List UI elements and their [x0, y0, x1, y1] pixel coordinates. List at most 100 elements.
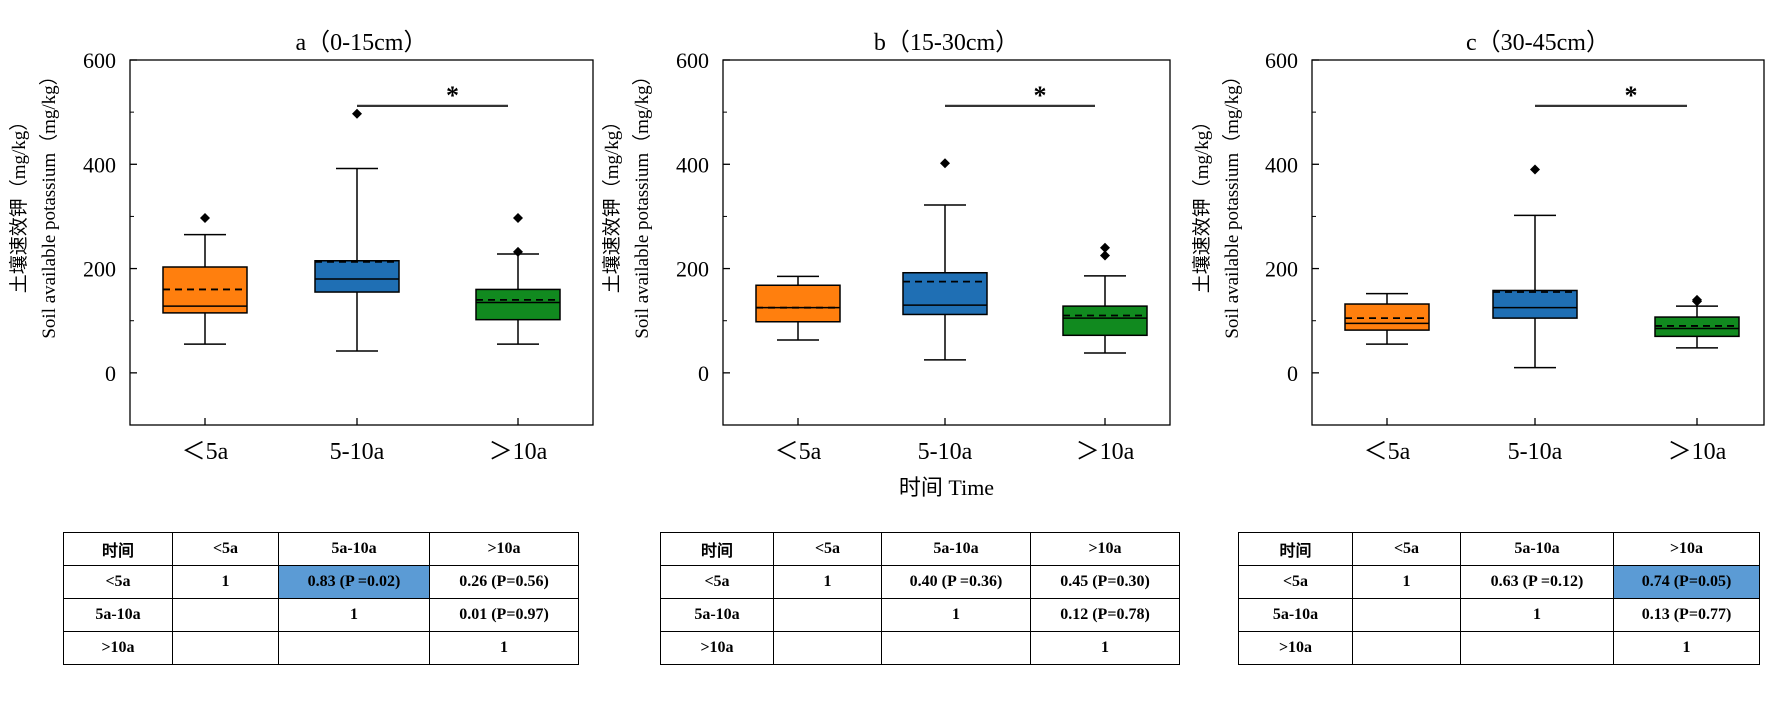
table-cell [1352, 598, 1461, 632]
table-cell: 5a-10a [1238, 598, 1353, 632]
table-cell: 1 [172, 565, 279, 599]
table-cell: 5a-10a [278, 532, 430, 566]
table-cell: 0.74 (P=0.05) [1613, 565, 1760, 599]
x-tick-label: 5-10a [918, 439, 973, 465]
table-cell: 1 [1460, 598, 1614, 632]
boxplot-panel-a: 0 200 400 600 ＜5a 5-10a ＞10a a（0-15cm） 土壤速效钾（mg/… [8, 30, 594, 465]
box-0 [755, 275, 841, 341]
table-row: 5a-10a 1 0.01 (P=0.97) [63, 598, 579, 632]
table-cell: 0.01 (P=0.97) [429, 598, 579, 632]
table-cell: 0.45 (P=0.30) [1030, 565, 1180, 599]
x-tick-label: 5-10a [330, 439, 385, 465]
outlier-point [1100, 250, 1110, 261]
x-tick-label: ＜5a [182, 439, 229, 465]
table-row: 5a-10a 1 0.13 (P=0.77) [1238, 598, 1760, 632]
table-cell: 0.40 (P =0.36) [881, 565, 1031, 599]
table-cell: 1 [1352, 565, 1461, 599]
table-row: >10a 1 [63, 631, 579, 665]
table-header-row: 时间 <5a 5a-10a >10a [660, 532, 1180, 566]
box-0 [1344, 292, 1430, 345]
outlier-point [1100, 242, 1110, 253]
box-rect [475, 288, 561, 321]
table-header-row: 时间 <5a 5a-10a >10a [63, 532, 579, 566]
table-cell: >10a [429, 532, 579, 566]
box-2 [1062, 242, 1148, 354]
table-cell: <5a [660, 565, 774, 599]
box-2 [475, 212, 561, 345]
box-rect [1062, 305, 1148, 337]
panel-title: c（30-45cm） [1466, 30, 1610, 56]
table-cell: 0.13 (P=0.77) [1613, 598, 1760, 632]
box-1 [902, 158, 988, 361]
outlier-point [513, 212, 523, 223]
table-cell [773, 598, 882, 632]
table-cell: 1 [429, 631, 579, 665]
boxplot-panel-c: 0 200 400 600 ＜5a 5-10a ＞10a c（30-45cm） 土壤速效钾（mg… [1191, 30, 1765, 465]
table-cell: >10a [1613, 532, 1760, 566]
table-cell: 时间 [63, 532, 173, 566]
table-cell: 时间 [1238, 532, 1353, 566]
y-tick-label: 0 [105, 361, 116, 386]
table-cell: 5a-10a [1460, 532, 1614, 566]
table-cell [172, 598, 279, 632]
plot-frame [722, 59, 1171, 426]
outlier-point [1530, 164, 1540, 175]
table-cell [1460, 631, 1614, 665]
y-tick-label: 0 [1287, 361, 1298, 386]
table-row: <5a 1 0.83 (P =0.02) 0.26 (P=0.56) [63, 565, 579, 599]
table-cell: 5a-10a [881, 532, 1031, 566]
table-cell: 0.26 (P=0.56) [429, 565, 579, 599]
table-cell: >10a [1030, 532, 1180, 566]
box-rect [314, 260, 400, 293]
table-row: <5a 1 0.63 (P =0.12) 0.74 (P=0.05) [1238, 565, 1760, 599]
correlation-table-a: 时间 <5a 5a-10a >10a <5a 1 0.83 (P =0.02) 0.26 (P… [63, 532, 579, 665]
y-axis-label-en: Soil available potassium（mg/kg） [1221, 66, 1243, 338]
panel-title: b（15-30cm） [874, 30, 1019, 56]
table-cell: 1 [1613, 631, 1760, 665]
y-tick-label: 600 [676, 48, 709, 73]
plot-frame [1311, 59, 1765, 426]
table-header-row: 时间 <5a 5a-10a >10a [1238, 532, 1760, 566]
y-axis-label-cn: 土壤速效钾（mg/kg） [601, 112, 623, 294]
correlation-table-c: 时间 <5a 5a-10a >10a <5a 1 0.63 (P =0.12) 0.74 (P… [1238, 532, 1760, 665]
table-cell [881, 631, 1031, 665]
table-cell: 1 [278, 598, 430, 632]
y-tick-label: 400 [83, 152, 116, 177]
y-tick-label: 0 [698, 361, 709, 386]
x-tick-label: ＜5a [1364, 439, 1411, 465]
table-cell: 1 [881, 598, 1031, 632]
table-row: >10a 1 [1238, 631, 1760, 665]
y-axis-label-cn: 土壤速效钾（mg/kg） [8, 112, 30, 294]
table-cell: <5a [172, 532, 279, 566]
y-axis-label-en: Soil available potassium（mg/kg） [631, 66, 653, 338]
x-tick-label: ＜5a [775, 439, 822, 465]
outlier-point [940, 158, 950, 169]
y-axis-label-en: Soil available potassium（mg/kg） [38, 66, 60, 338]
x-tick-label: 5-10a [1508, 439, 1563, 465]
table-row: <5a 1 0.40 (P =0.36) 0.45 (P=0.30) [660, 565, 1180, 599]
box-2 [1654, 294, 1740, 349]
table-cell: 1 [1030, 631, 1180, 665]
table-cell: <5a [773, 532, 882, 566]
box-rect [902, 271, 988, 316]
box-rect [1344, 303, 1430, 331]
box-1 [1492, 164, 1578, 369]
significance-star: * [1034, 81, 1047, 110]
significance-star: * [446, 81, 459, 110]
box-rect [755, 284, 841, 323]
table-cell: 1 [773, 565, 882, 599]
y-tick-label: 400 [1265, 152, 1298, 177]
panel-title: a（0-15cm） [296, 30, 428, 56]
table-cell [278, 631, 430, 665]
outlier-point [513, 246, 523, 257]
table-cell: 时间 [660, 532, 774, 566]
box-1 [314, 108, 400, 352]
table-cell: >10a [63, 631, 173, 665]
x-axis-label: 时间 Time [899, 475, 994, 500]
outlier-point [1692, 294, 1702, 305]
box-0 [162, 212, 248, 345]
table-row: >10a 1 [660, 631, 1180, 665]
y-tick-label: 600 [1265, 48, 1298, 73]
y-tick-label: 200 [83, 257, 116, 282]
